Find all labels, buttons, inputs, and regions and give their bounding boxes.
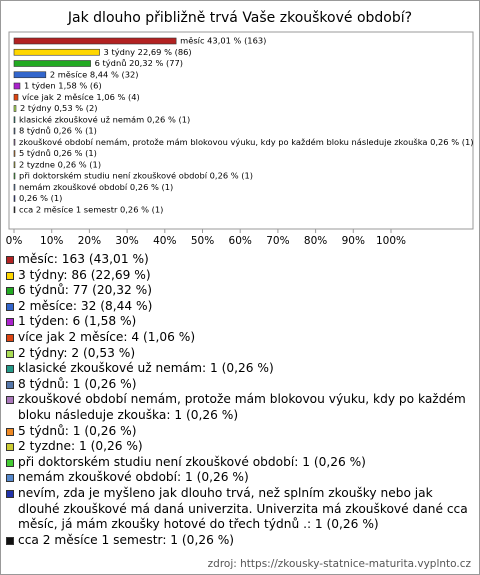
x-tick-label: 50% bbox=[191, 235, 214, 247]
bar-label: zkouškové období nemám, protože mám blok… bbox=[19, 137, 474, 147]
legend-label: nevím, zda je myšleno jak dlouho trvá, n… bbox=[18, 485, 468, 532]
legend-swatch bbox=[6, 349, 14, 358]
legend-label: 2 týdny: 2 (0,53 %) bbox=[18, 345, 136, 360]
legend-swatch bbox=[6, 287, 14, 296]
x-tick-label: 100% bbox=[376, 235, 406, 247]
legend-label: klasické zkouškové už nemám: 1 (0,26 %) bbox=[18, 361, 274, 376]
x-tick-label: 30% bbox=[115, 235, 138, 247]
bar bbox=[13, 71, 47, 79]
legend-item: měsíc: 163 (43,01 %) bbox=[6, 252, 472, 268]
bar-label: 2 tyzdne 0,26 % (1) bbox=[19, 159, 101, 169]
bar-label: při doktorském studiu není zkouškové obd… bbox=[19, 171, 253, 181]
chart: Jak dlouho přibližně trvá Vaše zkouškové… bbox=[6, 10, 474, 247]
bar bbox=[13, 116, 16, 124]
legend-label: zkouškové období nemám, protože mám blok… bbox=[18, 392, 466, 422]
legend-item: 6 týdnů: 77 (20,32 %) bbox=[6, 283, 472, 299]
legend-label: více jak 2 měsíce: 4 (1,06 %) bbox=[18, 329, 196, 344]
source: zdroj: https://zkousky-statnice-maturita… bbox=[207, 558, 471, 570]
bar-label: 8 týdnů 0,26 % (1) bbox=[19, 126, 97, 136]
legend: měsíc: 163 (43,01 %) 3 týdny: 86 (22,69 %… bbox=[6, 252, 472, 548]
legend-label: 6 týdnů: 77 (20,32 %) bbox=[18, 283, 153, 298]
x-tick-label: 80% bbox=[304, 235, 327, 247]
legend-label: 3 týdny: 86 (22,69 %) bbox=[18, 267, 151, 282]
legend-label: 1 týden: 6 (1,58 %) bbox=[18, 314, 137, 329]
legend-item: 2 týdny: 2 (0,53 %) bbox=[6, 346, 472, 362]
bar bbox=[13, 172, 16, 180]
legend-label: 2 tyzdne: 1 (0,26 %) bbox=[18, 439, 143, 454]
legend-swatch bbox=[6, 365, 14, 374]
legend-swatch bbox=[6, 318, 14, 327]
bar-label: cca 2 měsíce 1 semestr 0,26 % (1) bbox=[19, 204, 163, 214]
legend-item: cca 2 měsíce 1 semestr: 1 (0,26 %) bbox=[6, 533, 472, 549]
bar-label: nemám zkouškové období 0,26 % (1) bbox=[19, 182, 173, 192]
legend-swatch bbox=[6, 474, 14, 483]
bar-label: více jak 2 měsíce 1,06 % (4) bbox=[22, 92, 140, 102]
bar bbox=[13, 60, 91, 67]
bar-label: 5 týdnů 0,26 % (1) bbox=[19, 148, 97, 158]
bar bbox=[13, 82, 21, 90]
bar bbox=[13, 105, 17, 112]
bar-label: měsíc 43,01 % (163) bbox=[180, 36, 266, 46]
legend-swatch bbox=[6, 427, 14, 436]
bar bbox=[13, 48, 100, 56]
legend-swatch bbox=[6, 458, 14, 467]
bar bbox=[13, 93, 19, 101]
x-tick-label: 60% bbox=[229, 235, 252, 247]
legend-label: nemám zkouškové období: 1 (0,26 %) bbox=[18, 470, 249, 485]
bar bbox=[13, 206, 16, 214]
legend-swatch bbox=[6, 443, 14, 452]
legend-label: 5 týdnů: 1 (0,26 %) bbox=[18, 423, 137, 438]
legend-item: 5 týdnů: 1 (0,26 %) bbox=[6, 424, 472, 440]
legend-label: 2 měsíce: 32 (8,44 %) bbox=[18, 298, 153, 313]
legend-item: 3 týdny: 86 (22,69 %) bbox=[6, 268, 472, 284]
bar bbox=[13, 150, 16, 157]
legend-label: měsíc: 163 (43,01 %) bbox=[18, 252, 149, 266]
bar-label: klasické zkouškové už nemám 0,26 % (1) bbox=[19, 114, 190, 124]
bar bbox=[13, 127, 16, 135]
x-tick-label: 40% bbox=[153, 235, 176, 247]
bar-label: 2 měsíce 8,44 % (32) bbox=[50, 69, 139, 79]
bar bbox=[13, 161, 16, 169]
x-tick-label: 20% bbox=[78, 235, 101, 247]
legend-swatch bbox=[6, 489, 14, 498]
legend-item: zkouškové období nemám, protože mám blok… bbox=[6, 392, 472, 423]
legend-label: při doktorském studiu není zkouškové obd… bbox=[18, 454, 366, 469]
legend-item: nevím, zda je myšleno jak dlouho trvá, n… bbox=[6, 486, 472, 533]
legend-item: 1 týden: 6 (1,58 %) bbox=[6, 314, 472, 330]
legend-item: 2 měsíce: 32 (8,44 %) bbox=[6, 299, 472, 315]
x-tick-label: 10% bbox=[40, 235, 63, 247]
bar-label: 3 týdny 22,69 % (86) bbox=[104, 47, 192, 57]
bar-label: 2 týdny 0,53 % (2) bbox=[20, 103, 98, 113]
legend-item: při doktorském studiu není zkouškové obd… bbox=[6, 455, 472, 471]
bar-label: 0,26 % (1) bbox=[19, 193, 62, 203]
legend-swatch bbox=[6, 271, 14, 280]
legend-swatch bbox=[6, 536, 14, 545]
x-tick-label: 90% bbox=[342, 235, 365, 247]
bar bbox=[13, 37, 177, 45]
x-tick-label: 0% bbox=[6, 235, 23, 247]
chart-title: Jak dlouho přibližně trvá Vaše zkouškové… bbox=[67, 10, 412, 26]
legend-item: nemám zkouškové období: 1 (0,26 %) bbox=[6, 470, 472, 486]
bar bbox=[13, 183, 16, 191]
legend-item: 8 týdnů: 1 (0,26 %) bbox=[6, 377, 472, 393]
legend-label: 8 týdnů: 1 (0,26 %) bbox=[18, 376, 137, 391]
legend-swatch bbox=[6, 256, 14, 264]
legend-swatch bbox=[6, 380, 14, 389]
legend-swatch bbox=[6, 302, 14, 311]
bar-label: 6 týdnů 20,32 % (77) bbox=[95, 58, 183, 68]
legend-item: více jak 2 měsíce: 4 (1,06 %) bbox=[6, 330, 472, 346]
legend-label: cca 2 měsíce 1 semestr: 1 (0,26 %) bbox=[18, 532, 235, 547]
legend-swatch bbox=[6, 333, 14, 342]
bar-label: 1 týden 1,58 % (6) bbox=[24, 81, 102, 91]
x-tick-label: 70% bbox=[266, 235, 289, 247]
legend-item: 2 tyzdne: 1 (0,26 %) bbox=[6, 439, 472, 455]
bar bbox=[13, 138, 16, 146]
legend-swatch bbox=[6, 396, 14, 405]
bar bbox=[13, 195, 16, 202]
legend-item: klasické zkouškové už nemám: 1 (0,26 %) bbox=[6, 361, 472, 377]
